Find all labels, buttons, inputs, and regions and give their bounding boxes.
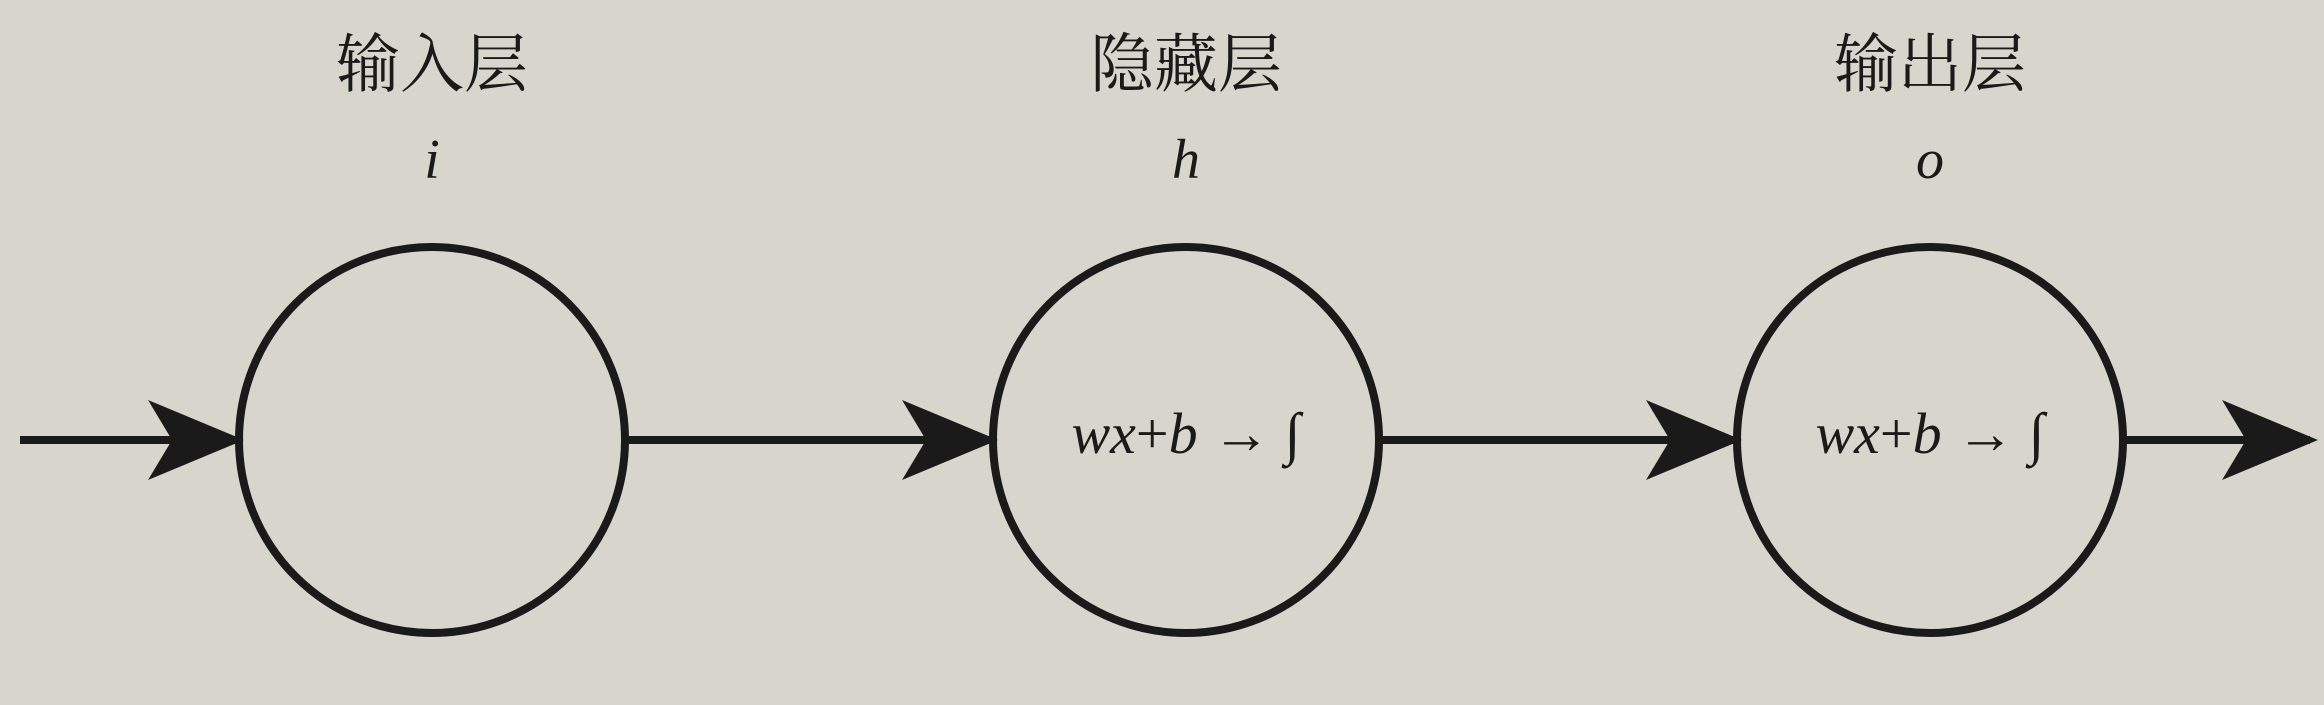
diagram-background (0, 0, 2324, 705)
title-input: 输入层 (336, 13, 528, 105)
neural-network-diagram: wx+b → ∫ wx+b → ∫ 输入层 i 隐藏层 h 输出层 o (0, 0, 2324, 705)
title-hidden: 隐藏层 (1090, 13, 1282, 105)
title-output: 输出层 (1834, 13, 2026, 105)
node-content-output: wx+b → ∫ (1815, 401, 2047, 469)
node-content-hidden: wx+b → ∫ (1071, 401, 1303, 469)
symbol-hidden: h (1172, 129, 1200, 191)
symbol-output: o (1916, 129, 1944, 191)
symbol-input: i (424, 129, 440, 191)
